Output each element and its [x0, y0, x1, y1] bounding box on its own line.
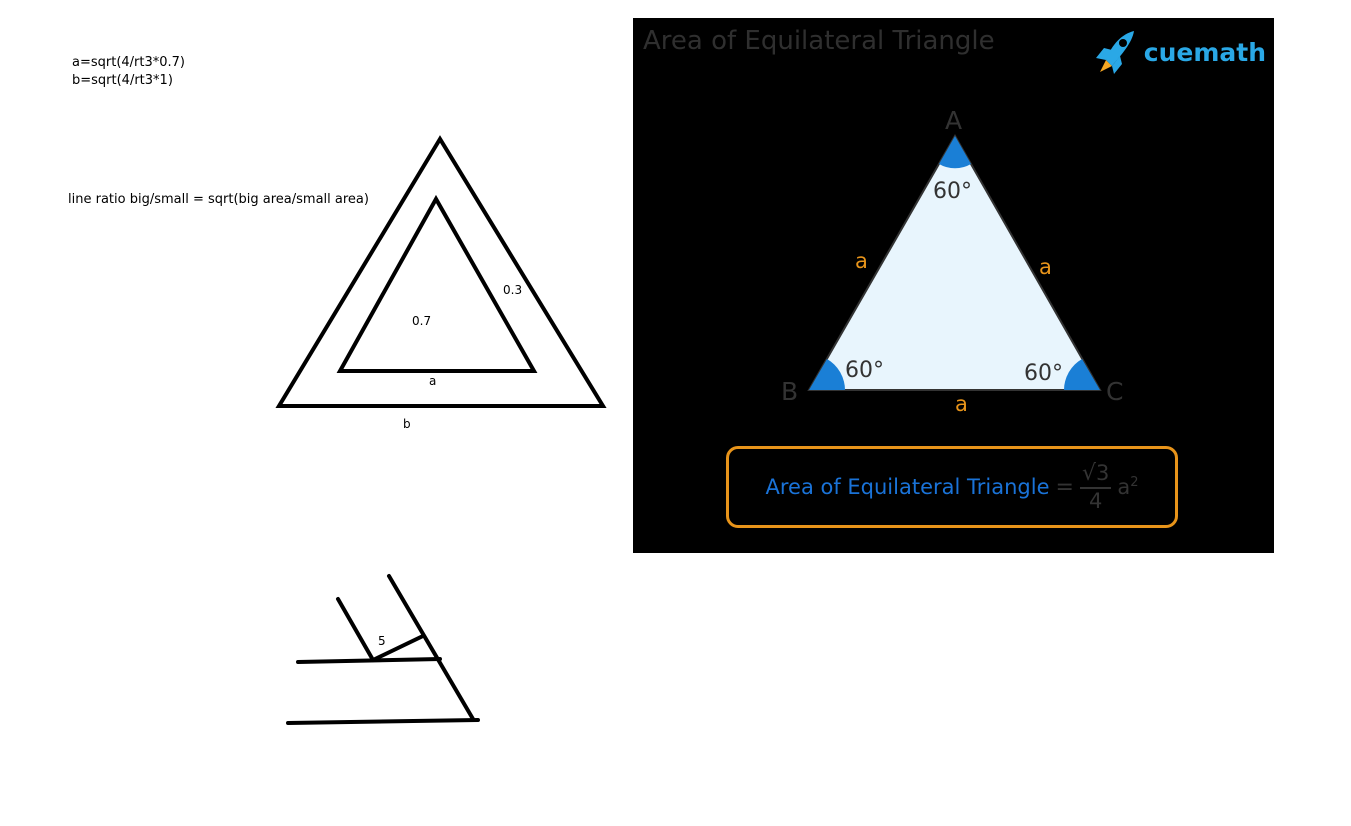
- vertex-a-label: A: [945, 106, 962, 135]
- vertex-c-label: C: [1106, 377, 1123, 406]
- equilateral-triangle: [807, 133, 1102, 391]
- radical-sign: √: [1081, 460, 1096, 486]
- reference-title: Area of Equilateral Triangle: [643, 26, 995, 56]
- angle-a-label: 60°: [933, 179, 972, 204]
- inner-area-label: 0.7: [412, 314, 431, 328]
- sketch-canvas: 0.7 0.3 a b 5: [275, 135, 607, 725]
- formula-fraction: √3 4: [1079, 460, 1112, 513]
- side-bc-label: a: [955, 392, 968, 416]
- equilateral-triangle-figure: A B C a a a 60° 60° 60°: [781, 106, 1123, 416]
- side-ab-label: a: [855, 249, 868, 273]
- brand-name: cuemath: [1143, 37, 1266, 67]
- angle-b-label: 60°: [845, 358, 884, 383]
- outer-triangle: [275, 135, 607, 408]
- vertex-b-label: B: [781, 377, 798, 406]
- angle-c-label: 60°: [1024, 361, 1063, 386]
- side-ac-label: a: [1039, 255, 1052, 279]
- angle-arc-a: [939, 136, 971, 169]
- note-b-formula: b=sqrt(4/rt3*1): [72, 73, 173, 88]
- reference-panel: Area of Equilateral Triangle cuemath A B…: [633, 18, 1274, 553]
- nested-triangles: [275, 135, 607, 408]
- note-ratio: line ratio big/small = sqrt(big area/sma…: [68, 192, 369, 207]
- band-area-label: 0.3: [503, 283, 522, 297]
- formula-denominator: 4: [1088, 488, 1103, 513]
- rocket-icon: [1095, 31, 1134, 74]
- area-formula-box: Area of Equilateral Triangle = √3 4 a2: [726, 446, 1178, 528]
- formula-numerator: √3: [1079, 460, 1112, 489]
- outer-side-label: b: [403, 417, 411, 431]
- cuemath-logo: cuemath: [1088, 28, 1266, 76]
- formula-label: Area of Equilateral Triangle: [765, 475, 1050, 499]
- angle-arc-b: [809, 359, 845, 390]
- lower-sketch-label: 5: [378, 634, 386, 648]
- formula-variable: a2: [1117, 475, 1138, 499]
- inner-triangle: [336, 194, 538, 373]
- formula-equals: =: [1055, 474, 1074, 500]
- exponent: 2: [1130, 475, 1139, 490]
- variable-a: a: [1117, 475, 1131, 499]
- note-a-formula: a=sqrt(4/rt3*0.7): [72, 55, 186, 70]
- angle-arc-c: [1064, 359, 1100, 390]
- parallel-lines-sketch: [286, 574, 480, 725]
- radicand: 3: [1095, 460, 1110, 485]
- inner-side-label: a: [429, 374, 436, 388]
